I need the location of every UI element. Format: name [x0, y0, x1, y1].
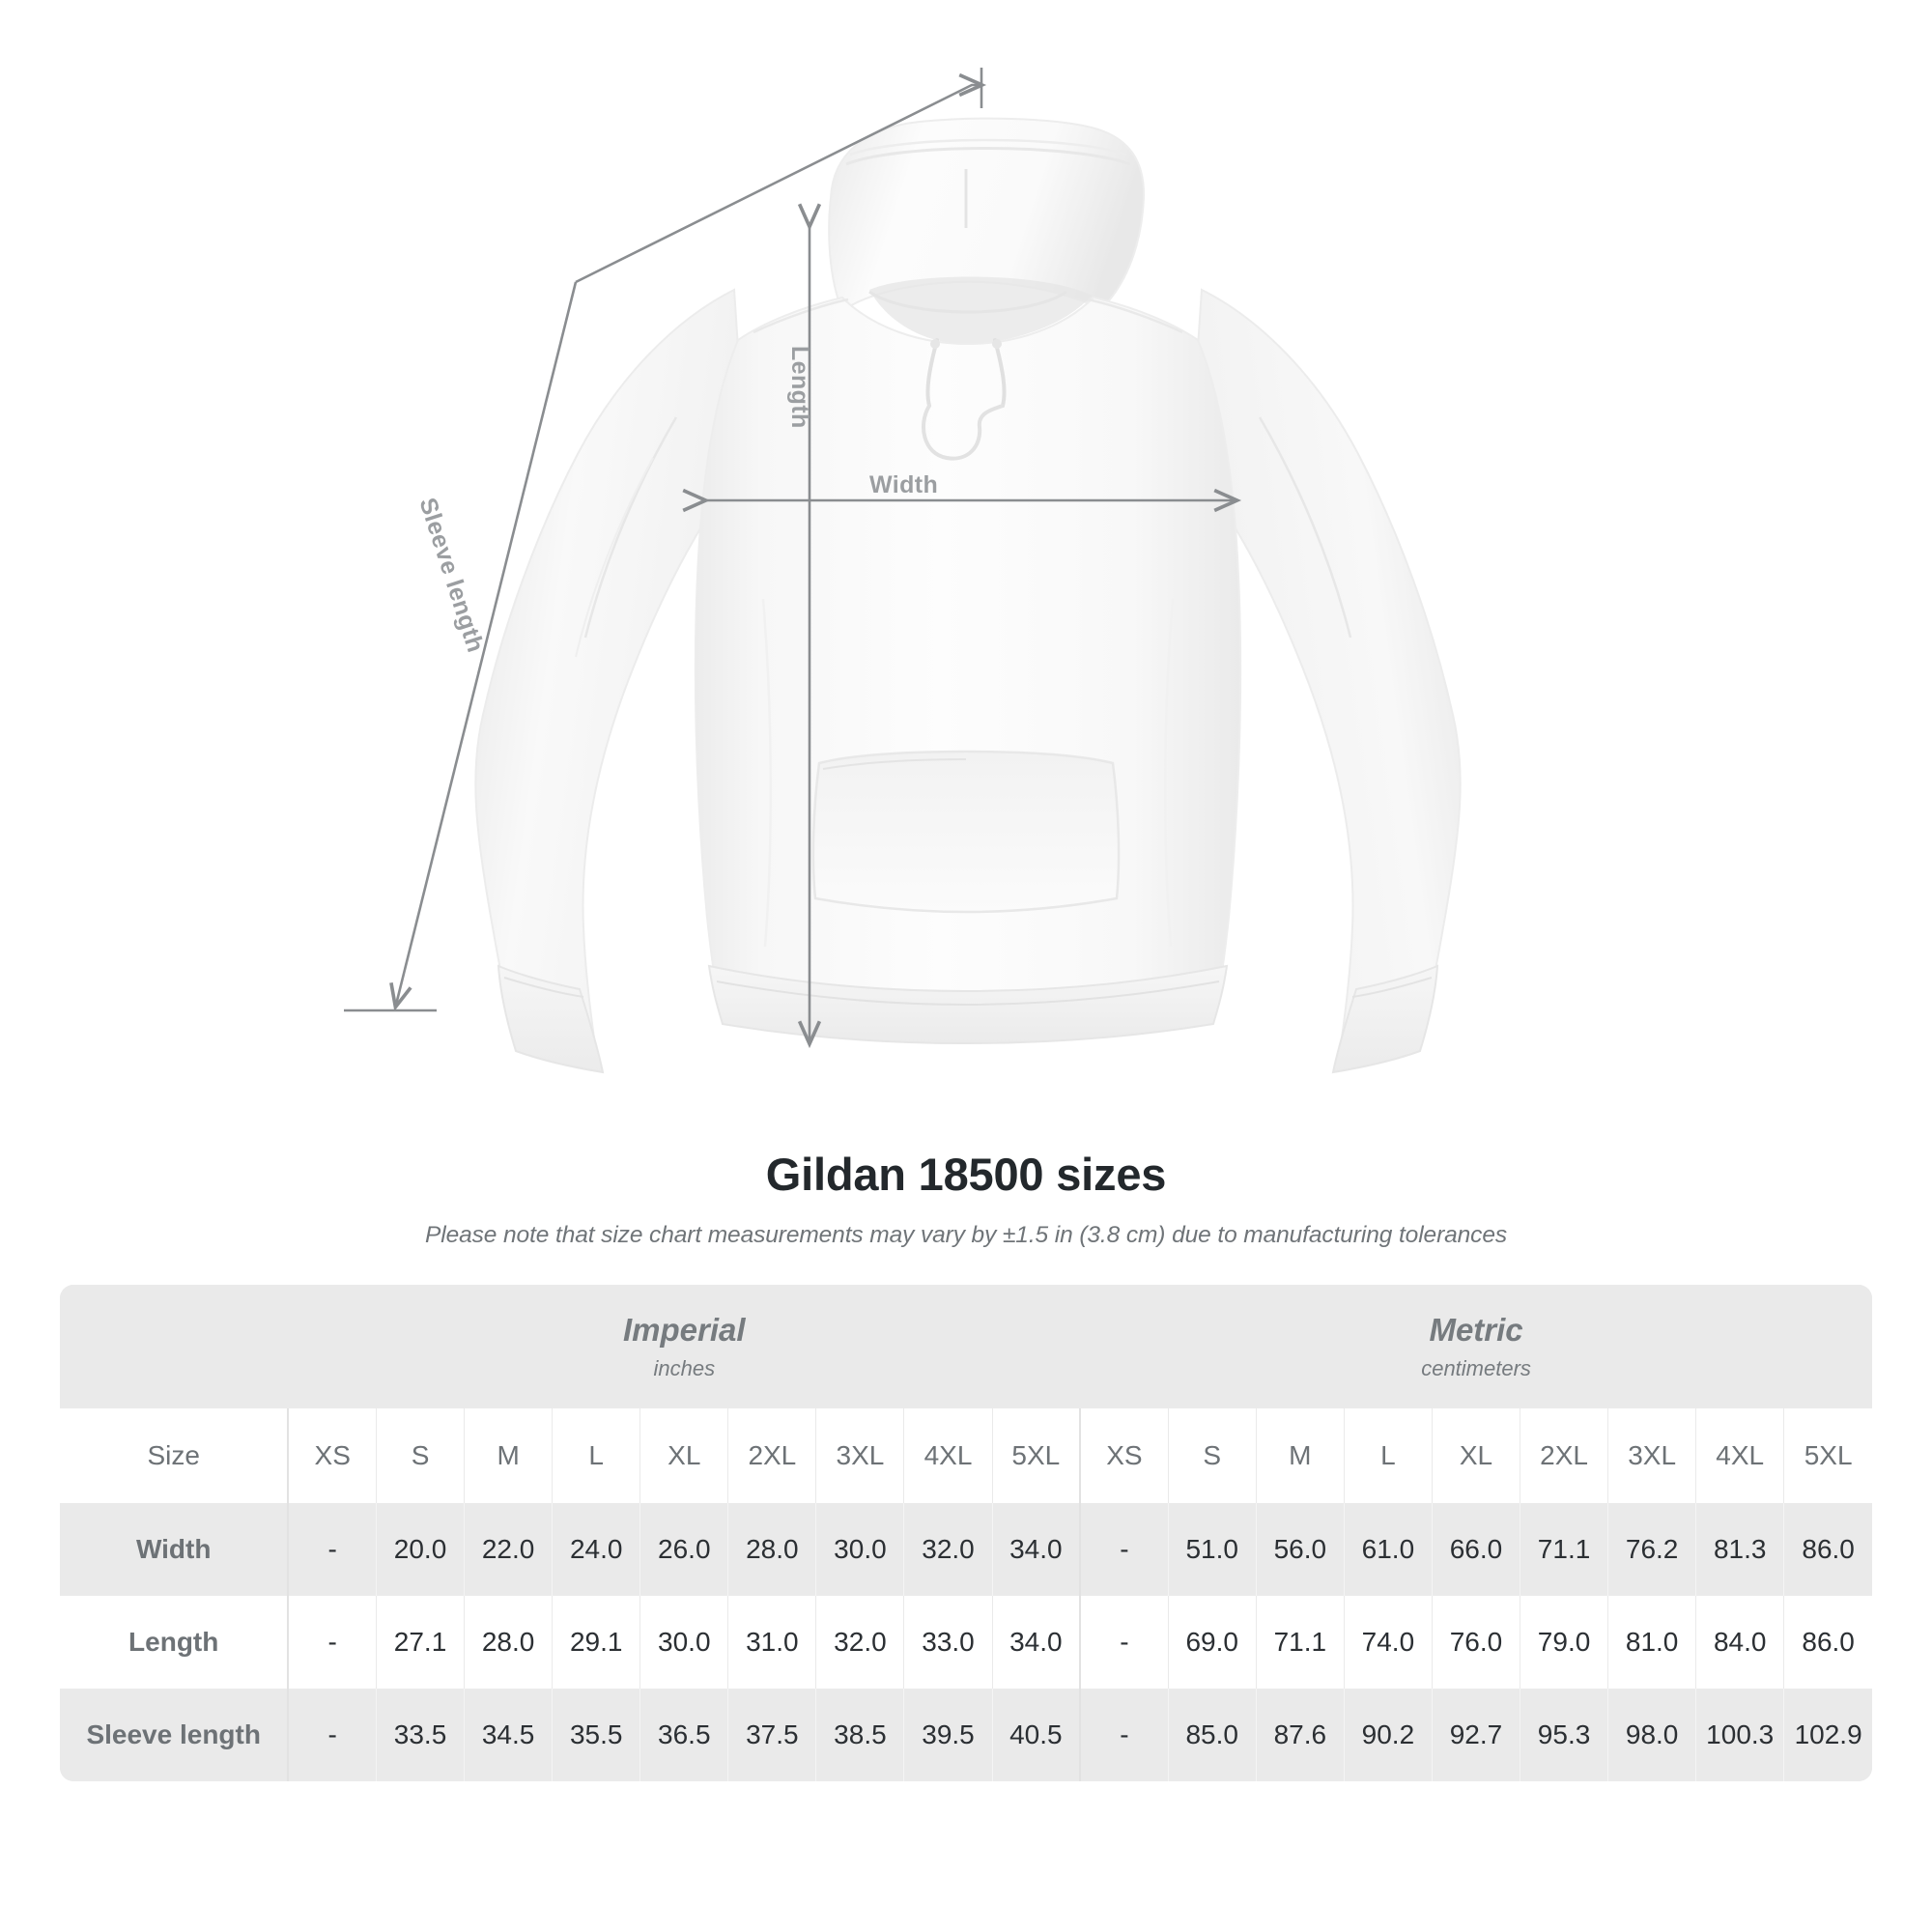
hoodie-graphic: [474, 117, 1462, 1074]
sleeve-metric-3xl: 98.0: [1607, 1689, 1696, 1781]
size-header-label: Size: [60, 1408, 289, 1503]
sleeve-imperial-m: 34.5: [464, 1689, 553, 1781]
width-imperial-s: 20.0: [375, 1503, 465, 1596]
width-metric-m: 56.0: [1255, 1503, 1345, 1596]
size-header-met-xs: XS: [1079, 1408, 1169, 1503]
sleeve-metric-xl: 92.7: [1431, 1689, 1520, 1781]
length-imperial-s: 27.1: [375, 1596, 465, 1689]
length-imperial-4xl: 33.0: [903, 1596, 993, 1689]
size-header-met-2xl: 2XL: [1520, 1408, 1608, 1503]
size-header-met-xl: XL: [1431, 1408, 1520, 1503]
unit-group-metric-name: Metric: [1429, 1311, 1523, 1348]
width-metric-xs: -: [1079, 1503, 1169, 1596]
width-imperial-3xl: 30.0: [815, 1503, 904, 1596]
size-header-imp-l: L: [552, 1408, 640, 1503]
unit-group-imperial-name: Imperial: [622, 1311, 746, 1348]
length-imperial-m: 28.0: [464, 1596, 553, 1689]
sleeve-metric-xs: -: [1079, 1689, 1169, 1781]
size-header-met-3xl: 3XL: [1607, 1408, 1696, 1503]
measurement-annotations: [344, 68, 1242, 1049]
sleeve-metric-m: 87.6: [1255, 1689, 1345, 1781]
length-annotation-label: Length: [786, 346, 813, 429]
size-header-row: Size XS S M L XL 2XL 3XL 4XL 5XL XS S M …: [60, 1408, 1872, 1503]
width-imperial-5xl: 34.0: [991, 1503, 1081, 1596]
sleeve-imperial-xs: -: [287, 1689, 377, 1781]
size-header-imp-4xl: 4XL: [903, 1408, 993, 1503]
sleeve-metric-s: 85.0: [1167, 1689, 1257, 1781]
unit-group-imperial: Imperial inches: [288, 1285, 1081, 1408]
length-metric-s: 69.0: [1167, 1596, 1257, 1689]
sleeve-metric-4xl: 100.3: [1695, 1689, 1784, 1781]
length-imperial-xs: -: [287, 1596, 377, 1689]
length-imperial-l: 29.1: [552, 1596, 640, 1689]
sleeve-imperial-l: 35.5: [552, 1689, 640, 1781]
size-header-imp-xl: XL: [639, 1408, 728, 1503]
length-imperial-3xl: 32.0: [815, 1596, 904, 1689]
hoodie-illustration: Length Width Sleeve length: [344, 68, 1462, 1074]
width-metric-4xl: 81.3: [1695, 1503, 1784, 1596]
unit-header-row: Imperial inches Metric centimeters: [60, 1285, 1872, 1408]
sleeve-metric-2xl: 95.3: [1520, 1689, 1608, 1781]
width-metric-s: 51.0: [1167, 1503, 1257, 1596]
width-imperial-xl: 26.0: [639, 1503, 728, 1596]
sleeve-imperial-xl: 36.5: [639, 1689, 728, 1781]
unit-group-metric: Metric centimeters: [1080, 1285, 1872, 1408]
row-label-sleeve-length: Sleeve length: [60, 1689, 289, 1781]
sleeve-imperial-s: 33.5: [375, 1689, 465, 1781]
heading-block: Gildan 18500 sizes Please note that size…: [0, 1121, 1932, 1249]
length-metric-l: 74.0: [1343, 1596, 1433, 1689]
row-label-length: Length: [60, 1596, 289, 1689]
width-metric-5xl: 86.0: [1783, 1503, 1872, 1596]
unit-group-metric-sub: centimeters: [1421, 1356, 1531, 1381]
size-header-met-m: M: [1255, 1408, 1345, 1503]
size-header-imp-3xl: 3XL: [815, 1408, 904, 1503]
length-imperial-2xl: 31.0: [727, 1596, 816, 1689]
size-header-imp-m: M: [464, 1408, 553, 1503]
length-metric-5xl: 86.0: [1783, 1596, 1872, 1689]
width-metric-l: 61.0: [1343, 1503, 1433, 1596]
row-label-width: Width: [60, 1503, 289, 1596]
table-row-sleeve-length: Sleeve length - 33.5 34.5 35.5 36.5 37.5…: [60, 1689, 1872, 1781]
width-imperial-l: 24.0: [552, 1503, 640, 1596]
table-row-width: Width - 20.0 22.0 24.0 26.0 28.0 30.0 32…: [60, 1503, 1872, 1596]
length-metric-3xl: 81.0: [1607, 1596, 1696, 1689]
size-header-imp-s: S: [375, 1408, 465, 1503]
length-imperial-5xl: 34.0: [991, 1596, 1081, 1689]
length-metric-xs: -: [1079, 1596, 1169, 1689]
tolerance-note: Please note that size chart measurements…: [425, 1222, 1507, 1248]
sleeve-imperial-4xl: 39.5: [903, 1689, 993, 1781]
length-imperial-xl: 30.0: [639, 1596, 728, 1689]
size-header-imp-5xl: 5XL: [991, 1408, 1081, 1503]
width-imperial-m: 22.0: [464, 1503, 553, 1596]
width-imperial-2xl: 28.0: [727, 1503, 816, 1596]
size-header-imp-xs: XS: [287, 1408, 377, 1503]
width-metric-2xl: 71.1: [1520, 1503, 1608, 1596]
width-imperial-4xl: 32.0: [903, 1503, 993, 1596]
sleeve-imperial-2xl: 37.5: [727, 1689, 816, 1781]
size-chart-table-wrapper: Imperial inches Metric centimeters Size …: [60, 1285, 1872, 1781]
table-row-length: Length - 27.1 28.0 29.1 30.0 31.0 32.0 3…: [60, 1596, 1872, 1689]
width-metric-3xl: 76.2: [1607, 1503, 1696, 1596]
length-metric-2xl: 79.0: [1520, 1596, 1608, 1689]
size-header-met-4xl: 4XL: [1695, 1408, 1784, 1503]
size-header-met-l: L: [1343, 1408, 1433, 1503]
width-metric-xl: 66.0: [1431, 1503, 1520, 1596]
unit-group-imperial-sub: inches: [653, 1356, 716, 1381]
sleeve-imperial-3xl: 38.5: [815, 1689, 904, 1781]
size-header-met-5xl: 5XL: [1783, 1408, 1872, 1503]
size-header-met-s: S: [1167, 1408, 1257, 1503]
length-metric-4xl: 84.0: [1695, 1596, 1784, 1689]
size-header-imp-2xl: 2XL: [727, 1408, 816, 1503]
sleeve-imperial-5xl: 40.5: [991, 1689, 1081, 1781]
page-title: Gildan 18500 sizes: [765, 1149, 1167, 1200]
sleeve-metric-l: 90.2: [1343, 1689, 1433, 1781]
unit-header-spacer: [60, 1285, 289, 1408]
width-annotation-label: Width: [869, 471, 939, 498]
length-metric-m: 71.1: [1255, 1596, 1345, 1689]
length-metric-xl: 76.0: [1431, 1596, 1520, 1689]
sleeve-metric-5xl: 102.9: [1783, 1689, 1872, 1781]
width-imperial-xs: -: [287, 1503, 377, 1596]
size-chart-table: Imperial inches Metric centimeters Size …: [60, 1285, 1872, 1781]
